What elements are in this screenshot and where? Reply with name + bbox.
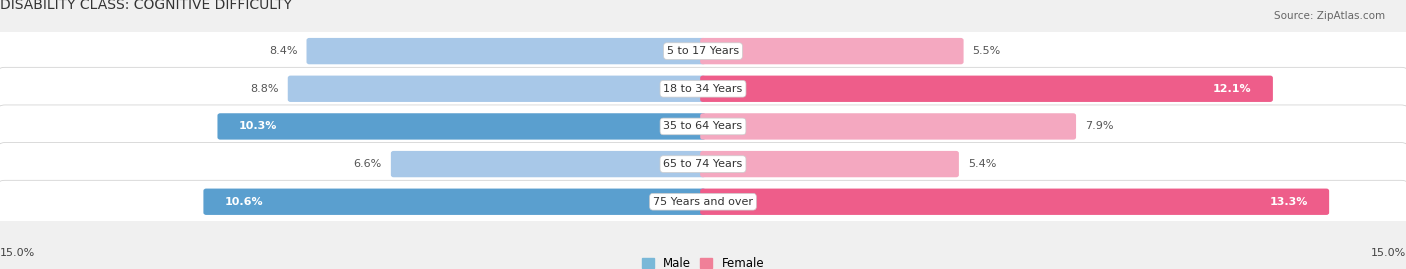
FancyBboxPatch shape <box>0 67 1406 110</box>
FancyBboxPatch shape <box>0 105 1406 148</box>
FancyBboxPatch shape <box>204 189 706 215</box>
Text: 75 Years and over: 75 Years and over <box>652 197 754 207</box>
FancyBboxPatch shape <box>0 180 1406 223</box>
Text: 10.3%: 10.3% <box>239 121 277 132</box>
Text: 5.5%: 5.5% <box>973 46 1001 56</box>
Text: 13.3%: 13.3% <box>1270 197 1308 207</box>
FancyBboxPatch shape <box>391 151 706 177</box>
Text: 65 to 74 Years: 65 to 74 Years <box>664 159 742 169</box>
Text: Source: ZipAtlas.com: Source: ZipAtlas.com <box>1274 11 1385 21</box>
FancyBboxPatch shape <box>0 143 1406 186</box>
FancyBboxPatch shape <box>700 38 963 64</box>
FancyBboxPatch shape <box>307 38 706 64</box>
Text: 5.4%: 5.4% <box>967 159 997 169</box>
Text: 15.0%: 15.0% <box>0 248 35 258</box>
Text: 12.1%: 12.1% <box>1213 84 1251 94</box>
FancyBboxPatch shape <box>288 76 706 102</box>
FancyBboxPatch shape <box>218 113 706 140</box>
Text: 6.6%: 6.6% <box>354 159 382 169</box>
Text: 10.6%: 10.6% <box>225 197 263 207</box>
Text: 15.0%: 15.0% <box>1371 248 1406 258</box>
FancyBboxPatch shape <box>700 76 1272 102</box>
Text: 5 to 17 Years: 5 to 17 Years <box>666 46 740 56</box>
FancyBboxPatch shape <box>0 30 1406 73</box>
Text: 8.4%: 8.4% <box>269 46 298 56</box>
Text: DISABILITY CLASS: COGNITIVE DIFFICULTY: DISABILITY CLASS: COGNITIVE DIFFICULTY <box>0 0 292 12</box>
Text: 18 to 34 Years: 18 to 34 Years <box>664 84 742 94</box>
Text: 7.9%: 7.9% <box>1085 121 1114 132</box>
Text: 8.8%: 8.8% <box>250 84 278 94</box>
Legend: Male, Female: Male, Female <box>637 253 769 269</box>
FancyBboxPatch shape <box>700 113 1076 140</box>
Text: 35 to 64 Years: 35 to 64 Years <box>664 121 742 132</box>
FancyBboxPatch shape <box>700 189 1329 215</box>
FancyBboxPatch shape <box>700 151 959 177</box>
